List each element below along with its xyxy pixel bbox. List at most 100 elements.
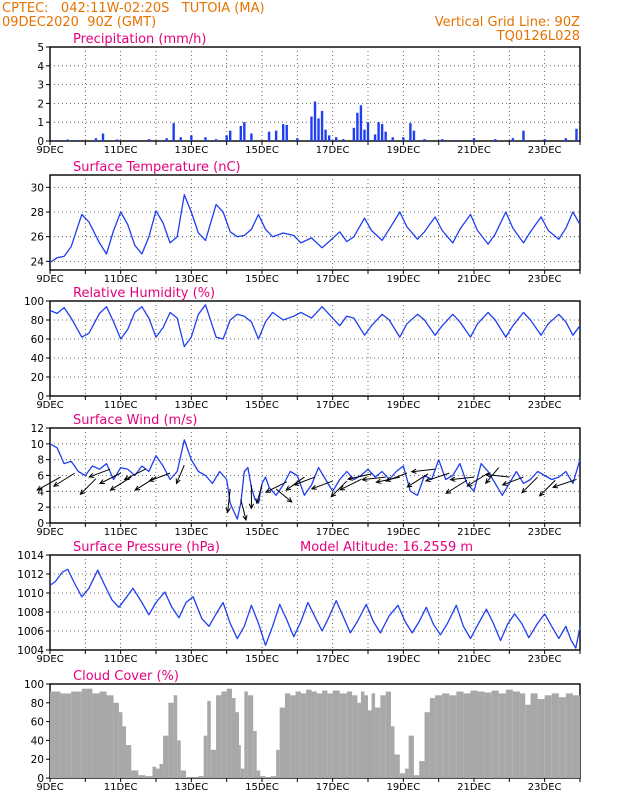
wind-vector-shaft [89,468,111,478]
wind-vector-arrow [123,468,146,481]
wind-vector-arrow [275,488,293,503]
cloud-bar [198,776,204,778]
wind-vector-head [98,479,105,485]
y-tick-label: 10 [31,439,44,451]
wind-vector-head [347,475,354,481]
x-tick-label: 19DEC [386,654,420,665]
wind-vector-head [445,488,452,494]
precip-bar [147,139,151,141]
cloud-bar [368,710,372,778]
y-tick-label: 5 [37,42,44,54]
wind-vector-head [242,515,248,522]
wind-vector-head [484,472,491,478]
wind-vector-arrow [501,476,524,486]
wind-vector-shaft [485,473,510,478]
wind-vector-arrow [384,472,408,482]
x-tick-label: 15DEC [245,654,279,665]
wind-vector-shaft [99,472,121,484]
precip-bar [130,140,133,141]
wind-vector-arrow [466,472,489,487]
wind-vector-shaft [275,488,293,503]
wind-vector-head [424,477,431,483]
y-tick-label: 40 [31,353,44,365]
x-tick-label: 15DEC [245,527,279,538]
cloud-bar [424,712,430,778]
precip-bar [66,139,69,141]
precip-bar [327,135,331,141]
cloud-bar [484,692,492,778]
cloud-bar [122,726,126,778]
wind-vector-arrow [248,485,255,510]
x-tick-label: 9DEC [36,654,63,665]
x-tick-label: 17DEC [316,782,350,793]
wind-vector-head [79,489,86,496]
cloud-bar [239,745,241,778]
wind-vector-shaft [311,480,333,490]
humidity-x-axis: 9DEC 11DEC 13DEC 15DEC 17DEC 19DEC 21DEC 23DEC [36,396,581,411]
humidity-frame [49,300,581,397]
precip-bar [380,124,384,141]
precip-bar [165,138,168,141]
temperature-grid [50,175,580,270]
y-tick-label: 1 [37,117,44,129]
cloud-bar [346,691,353,778]
header-location: CPTEC: 042:11W-02:20S TUTOIA (MA) [2,1,265,16]
wind-vector-arrow [88,468,111,478]
x-tick-label: 21DEC [457,782,491,793]
wind-vector-head [406,482,413,488]
wind-vector-shaft [348,473,372,480]
precip-bar [282,124,285,141]
wind-vector-shaft [339,479,362,491]
cloud-bar [300,693,307,778]
cloud-bar [231,698,236,778]
cloud-bar [306,689,312,778]
cloud-bar [537,699,545,778]
cloud-title: Cloud Cover (%) [73,669,179,684]
cloud-bar [260,776,266,778]
cloud-bar [371,693,376,778]
y-tick-label: 4 [37,486,44,498]
wind-vector-arrow [521,476,538,494]
temperature-title: Surface Temperature (nC) [73,160,241,175]
wind-vector-arrow [79,478,97,496]
precip-bar [373,134,377,141]
wind-vector-arrow [52,472,75,487]
precip-bar [190,135,193,141]
cloud-bar [180,770,187,778]
wind-vector-head [466,481,473,487]
precip-bar [179,137,182,141]
pressure-x-axis: 9DEC 11DEC 13DEC 15DEC 17DEC 19DEC 21DEC 23DEC [36,650,581,665]
wind-vector-arrow [406,473,429,488]
cloud-bar [113,702,119,778]
y-tick-label: 6 [37,471,44,483]
precip-bar [423,139,426,141]
wind-vector-head [52,481,59,487]
wind-vector-arrow [330,480,348,498]
cloud-bar [530,693,538,778]
wind-vector-head [134,485,141,491]
precip-bar [402,137,405,141]
cloud-bar [247,695,254,778]
cloud-bar [551,693,559,778]
wind-y-axis: 0 2 4 6 8 10 12 [31,423,50,530]
x-tick-label: 11DEC [104,400,138,411]
precip-bar [409,123,412,141]
precip-bar [494,139,497,141]
x-tick-label: 23DEC [528,274,562,285]
cloud-bar [173,695,178,778]
y-tick-label: 60 [31,334,44,346]
x-tick-label: 21DEC [457,145,491,156]
cloud-bar [295,691,301,778]
cloud-bar [210,749,217,778]
precip-bar [366,122,370,141]
wind-vector-head [538,490,545,497]
wind-vector-shaft [149,472,171,482]
wind-vector-shaft [425,472,450,482]
y-tick-label: 0 [37,518,44,530]
precip-bar [267,131,271,141]
wind-vector-head [248,503,255,510]
wind-vector-shaft [445,479,468,494]
y-tick-label: 100 [24,679,44,691]
wind-vector-head [501,480,508,486]
